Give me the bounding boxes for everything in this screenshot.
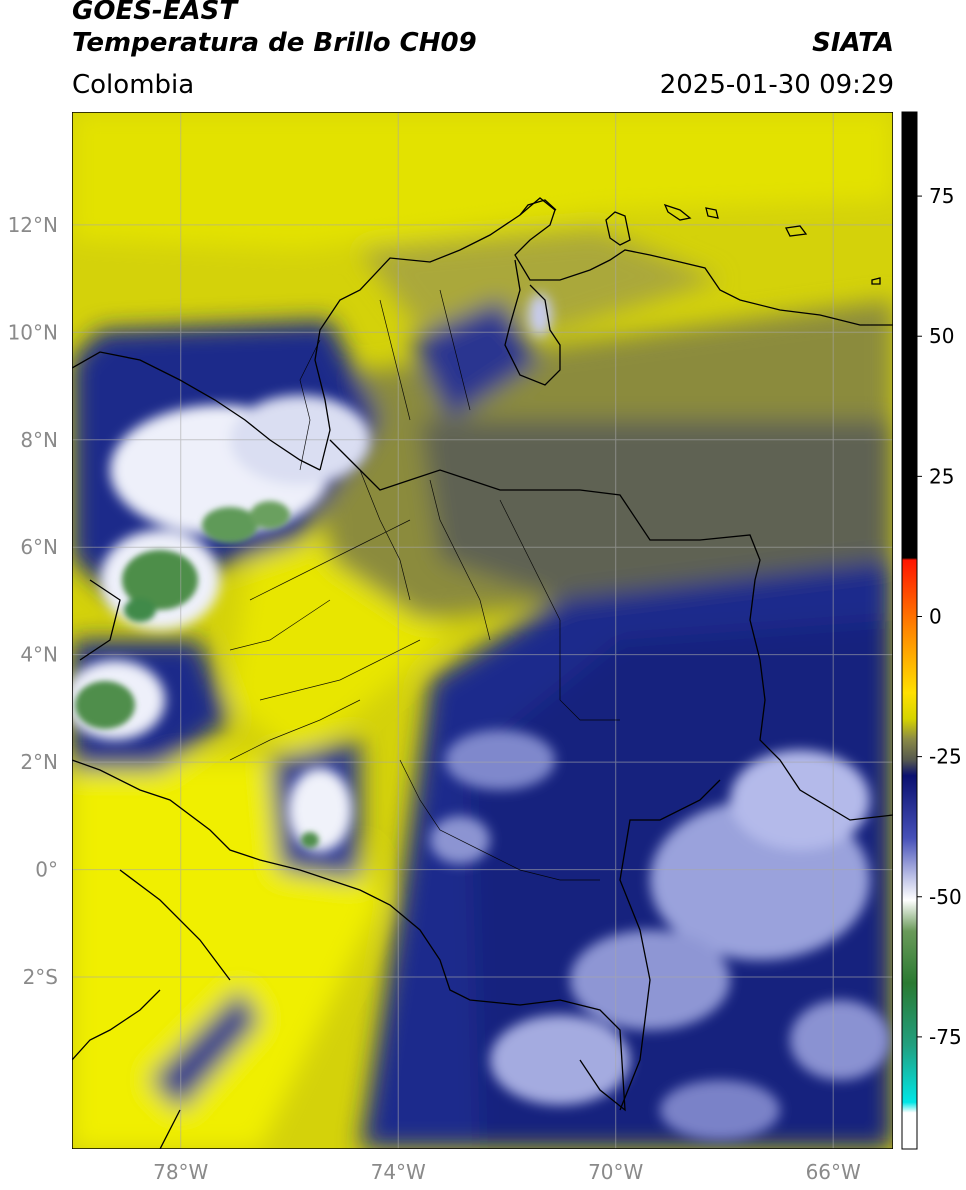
colorbar-tick-label: 25 bbox=[929, 464, 954, 488]
colorbar-gradient bbox=[901, 111, 918, 1150]
colorbar-tick-label: 50 bbox=[929, 324, 954, 348]
brightness-temperature-field bbox=[72, 112, 893, 1149]
lat-tick-label: 6°N bbox=[20, 535, 58, 559]
latitude-tick-labels: 12°N 10°N 8°N 6°N 4°N 2°N 0° 2°S bbox=[8, 213, 58, 989]
lon-tick-label: 70°W bbox=[588, 1160, 643, 1184]
lat-tick-label: 0° bbox=[35, 858, 58, 882]
lon-tick-label: 66°W bbox=[806, 1160, 861, 1184]
lon-tick-label: 74°W bbox=[371, 1160, 426, 1184]
satellite-title: GOES-EAST bbox=[72, 0, 238, 26]
lat-tick-label: 10°N bbox=[8, 320, 58, 344]
colorbar-tick-label: -50 bbox=[929, 885, 962, 909]
graticule bbox=[72, 112, 893, 1149]
timestamp-label: 2025-01-30 09:29 bbox=[659, 70, 894, 100]
lat-tick-label: 2°S bbox=[23, 965, 58, 989]
colorbar-tick-label: 0 bbox=[929, 604, 942, 628]
longitude-tick-labels: 78°W 74°W 70°W 66°W bbox=[153, 1160, 861, 1184]
colorbar: 75 50 25 0 -25 -50 -75 bbox=[901, 111, 962, 1150]
lat-tick-label: 8°N bbox=[20, 428, 58, 452]
colorbar-tick-labels: 75 50 25 0 -25 -50 -75 bbox=[917, 184, 962, 1049]
lon-tick-label: 78°W bbox=[153, 1160, 208, 1184]
product-title: Temperatura de Brillo CH09 bbox=[72, 28, 477, 58]
organization-label: SIATA bbox=[812, 28, 894, 58]
lat-tick-label: 12°N bbox=[8, 213, 58, 237]
lat-tick-label: 2°N bbox=[20, 750, 58, 774]
department-borders bbox=[229, 289, 620, 881]
coastlines-and-borders bbox=[72, 197, 893, 1149]
colorbar-tick-label: -25 bbox=[929, 745, 962, 769]
colorbar-tick-label: -75 bbox=[929, 1025, 962, 1049]
region-label: Colombia bbox=[72, 70, 195, 100]
lat-tick-label: 4°N bbox=[20, 643, 58, 667]
colorbar-tick-label: 75 bbox=[929, 184, 954, 208]
